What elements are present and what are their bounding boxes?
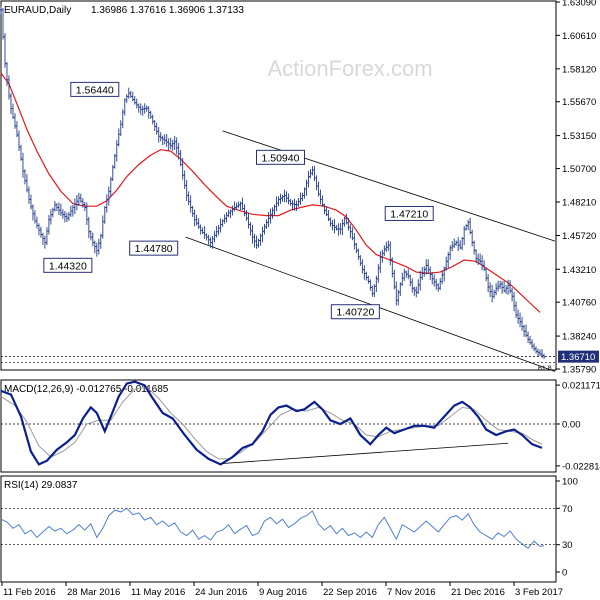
price-ytick-label: 1.48210 [562, 198, 596, 209]
price-ytick-label: 1.50700 [562, 164, 596, 175]
price-ytick-label: 1.58120 [562, 64, 596, 75]
xtick-label: 28 Mar 2016 [67, 587, 120, 598]
annotation-label: 1.40720 [336, 307, 374, 319]
price-pane-frame [0, 0, 557, 371]
annotation-box [255, 149, 305, 165]
price-pane-title: EURAUD,Daily [4, 5, 71, 16]
last-price-tag [558, 350, 599, 363]
xtick-label: 22 Sep 2016 [323, 587, 377, 598]
macd-ytick-label: 0.00 [562, 419, 581, 430]
rsi-line [0, 507, 545, 549]
price-label-annotation: 1.40720 [330, 304, 380, 320]
annotation-label: 1.47210 [390, 208, 428, 220]
xtick-label: 11 Feb 2016 [3, 587, 56, 598]
annotation-box [70, 81, 120, 97]
macd-line [0, 380, 543, 466]
xtick-label: 7 Nov 2016 [387, 587, 436, 598]
x-axis-labels: 11 Feb 2016 28 Mar 2016 11 May 2016 24 Jun … [1, 582, 563, 598]
watermark: ActionForex.com [267, 56, 432, 81]
rsi-ytick-label: 0 [562, 568, 567, 579]
price-ytick-label: 1.53150 [562, 131, 596, 142]
price-ytick-label: 1.60610 [562, 31, 596, 42]
price-plot: 1.56440 1.44320 1.44780 1.50940 1.40720 1.472… [0, 5, 556, 373]
macd-signal-line [0, 386, 543, 460]
last-price-label: 1.36710 [561, 352, 595, 363]
xtick-label: 21 Dec 2016 [451, 587, 505, 598]
y-axis-labels: 1.63090 1.60610 1.58120 1.55670 1.53150 1.507… [556, 0, 600, 579]
price-ytick-label: 1.45720 [562, 231, 596, 242]
price-ytick-label: 1.63090 [562, 0, 596, 9]
annotation-label: 1.56440 [76, 84, 114, 96]
xtick-label: 24 Jun 2016 [195, 587, 247, 598]
rsi-ytick-label: 70 [562, 504, 573, 515]
annotation-box [330, 304, 380, 320]
rsi-ytick-label: 30 [562, 540, 573, 551]
macd-plot [0, 380, 556, 466]
rsi-plot [0, 507, 556, 549]
price-label-annotation: 1.50940 [255, 149, 305, 165]
price-ytick-label: 1.38240 [562, 332, 596, 343]
fib-label: 61.8 [538, 366, 552, 373]
xtick-label: 9 Aug 2016 [259, 587, 307, 598]
annotation-label: 1.44320 [49, 260, 87, 272]
xtick-label: 3 Feb 2017 [515, 587, 563, 598]
price-label-annotation: 1.44780 [129, 240, 179, 256]
macd-ytick-label: -0.022814 [562, 461, 600, 472]
price-ytick-label: 1.35790 [562, 365, 596, 376]
annotation-label: 1.44780 [135, 243, 173, 255]
macd-pane-frame [0, 379, 557, 473]
macd-pane-title: MACD(12,26,9) -0.012765 -0.011685 [4, 384, 169, 395]
price-bars [0, 5, 546, 359]
price-ytick-label: 1.43210 [562, 265, 596, 276]
annotation-box [384, 205, 434, 221]
rsi-ytick-label: 100 [562, 477, 578, 488]
macd-trendline [222, 442, 509, 464]
annotation-box [129, 240, 179, 256]
price-label-annotation: 1.56440 [70, 81, 120, 97]
price-label-annotation: 1.44320 [43, 257, 93, 273]
price-ytick-label: 1.55670 [562, 97, 596, 108]
annotation-label: 1.50940 [262, 152, 300, 164]
price-bar [542, 353, 546, 359]
price-ytick-label: 1.40760 [562, 298, 596, 309]
xtick-label: 11 May 2016 [131, 587, 185, 598]
rsi-pane-title: RSI(14) 29.0837 [4, 480, 78, 491]
macd-ytick-label: 0.021171 [562, 381, 600, 392]
ohlc-readout: 1.36986 1.37616 1.36906 1.37133 [91, 5, 244, 16]
price-label-annotation: 1.47210 [384, 205, 434, 221]
channel-upper-line [222, 130, 556, 242]
annotation-box [43, 257, 93, 273]
